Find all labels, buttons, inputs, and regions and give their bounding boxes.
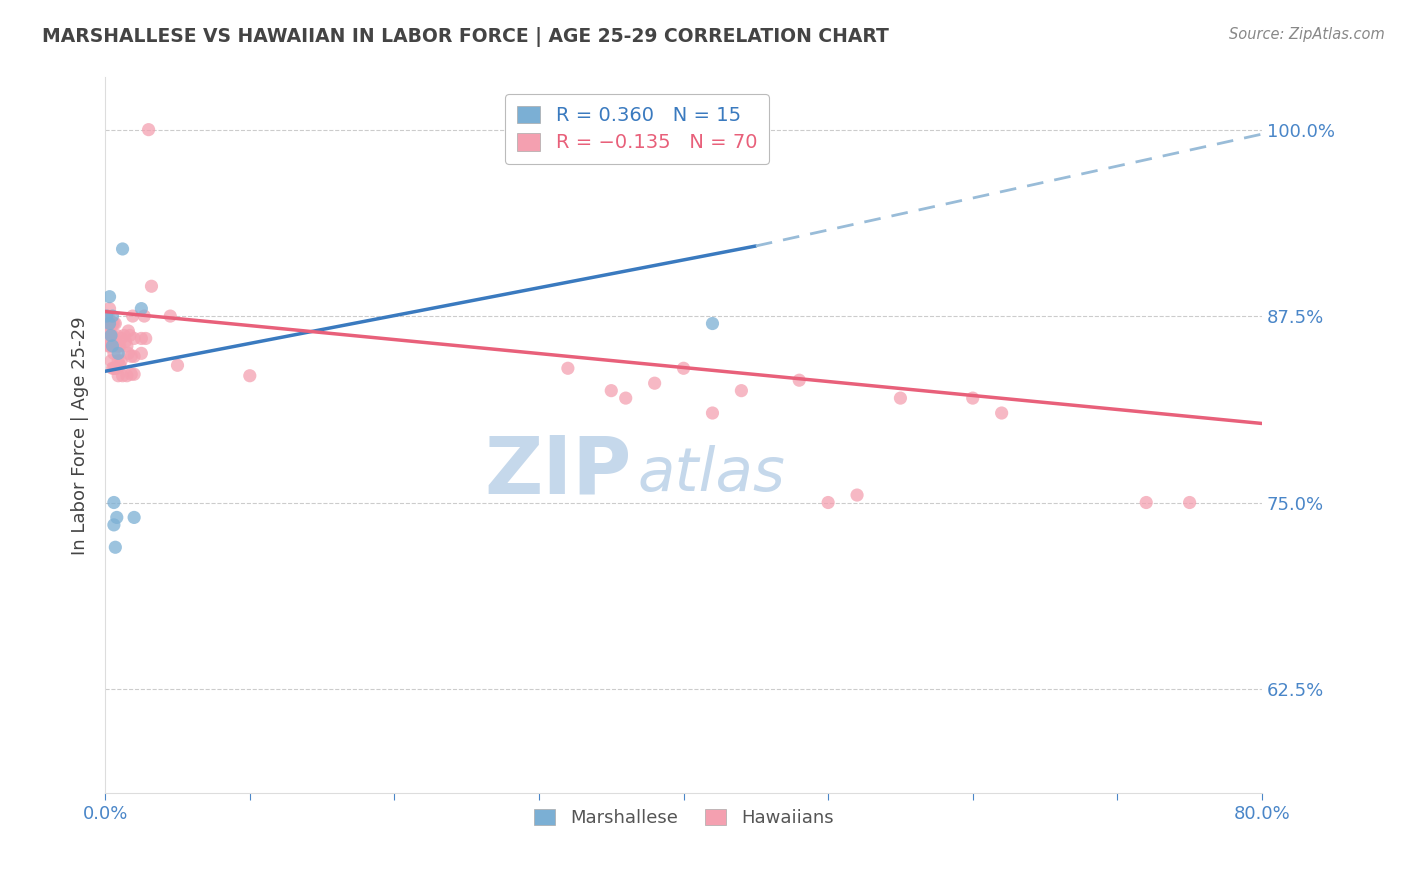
Point [101,309,124,323]
Point [817,495,839,509]
Point [105,510,128,524]
Point [134,309,156,323]
Point [131,346,153,360]
Point [98,317,121,331]
Point [114,334,136,349]
Point [98,339,121,353]
Point [96,309,118,323]
Point [98,324,121,338]
Text: atlas: atlas [637,445,785,504]
Point [103,346,125,360]
Point [1135,495,1157,509]
Point [122,368,145,382]
Text: ZIP: ZIP [484,433,631,510]
Point [100,328,122,343]
Point [787,373,810,387]
Point [104,541,127,555]
Point [101,328,124,343]
Point [122,331,145,345]
Point [107,368,129,383]
Point [135,331,157,345]
Point [101,361,124,376]
Point [98,301,121,316]
Point [105,361,128,376]
Point [100,339,122,353]
Point [111,368,134,383]
Point [96,309,118,323]
Point [101,339,124,353]
Point [166,359,188,373]
Point [1178,495,1201,509]
Point [889,391,911,405]
Point [131,331,153,345]
Point [117,346,139,360]
Point [107,346,129,360]
Point [702,317,724,331]
Y-axis label: In Labor Force | Age 25-29: In Labor Force | Age 25-29 [72,316,89,555]
Point [98,317,121,331]
Point [115,368,138,383]
Point [138,122,160,136]
Point [107,339,129,353]
Point [730,384,752,398]
Point [103,517,125,532]
Point [97,339,120,353]
Point [239,368,262,383]
Point [962,391,984,405]
Point [115,339,138,353]
Point [117,324,139,338]
Point [846,488,869,502]
Point [110,354,132,368]
Point [100,354,122,368]
Point [96,317,118,331]
Point [557,361,579,376]
Point [122,349,145,363]
Point [702,406,724,420]
Text: Source: ZipAtlas.com: Source: ZipAtlas.com [1229,27,1385,42]
Text: MARSHALLESE VS HAWAIIAN IN LABOR FORCE | AGE 25-29 CORRELATION CHART: MARSHALLESE VS HAWAIIAN IN LABOR FORCE |… [42,27,889,46]
Point [122,510,145,524]
Point [672,361,695,376]
Point [614,391,637,405]
Point [111,242,134,256]
Point [103,495,125,509]
Point [644,376,666,391]
Point [108,359,131,373]
Point [112,328,135,343]
Point [118,328,141,343]
Point [600,384,623,398]
Point [104,317,127,331]
Point [990,406,1012,420]
Point [121,309,143,323]
Point [104,339,127,353]
Point [131,301,153,316]
Point [108,339,131,353]
Point [104,361,127,376]
Point [120,349,142,363]
Point [97,309,120,323]
Point [107,354,129,368]
Point [103,317,125,331]
Point [103,361,125,376]
Legend: Marshallese, Hawaiians: Marshallese, Hawaiians [526,802,841,834]
Point [103,331,125,345]
Point [105,328,128,343]
Point [141,279,163,293]
Point [159,309,181,323]
Point [100,328,122,343]
Point [98,290,121,304]
Point [120,368,142,382]
Point [100,317,122,331]
Point [101,317,124,331]
Point [110,331,132,345]
Point [96,328,118,343]
